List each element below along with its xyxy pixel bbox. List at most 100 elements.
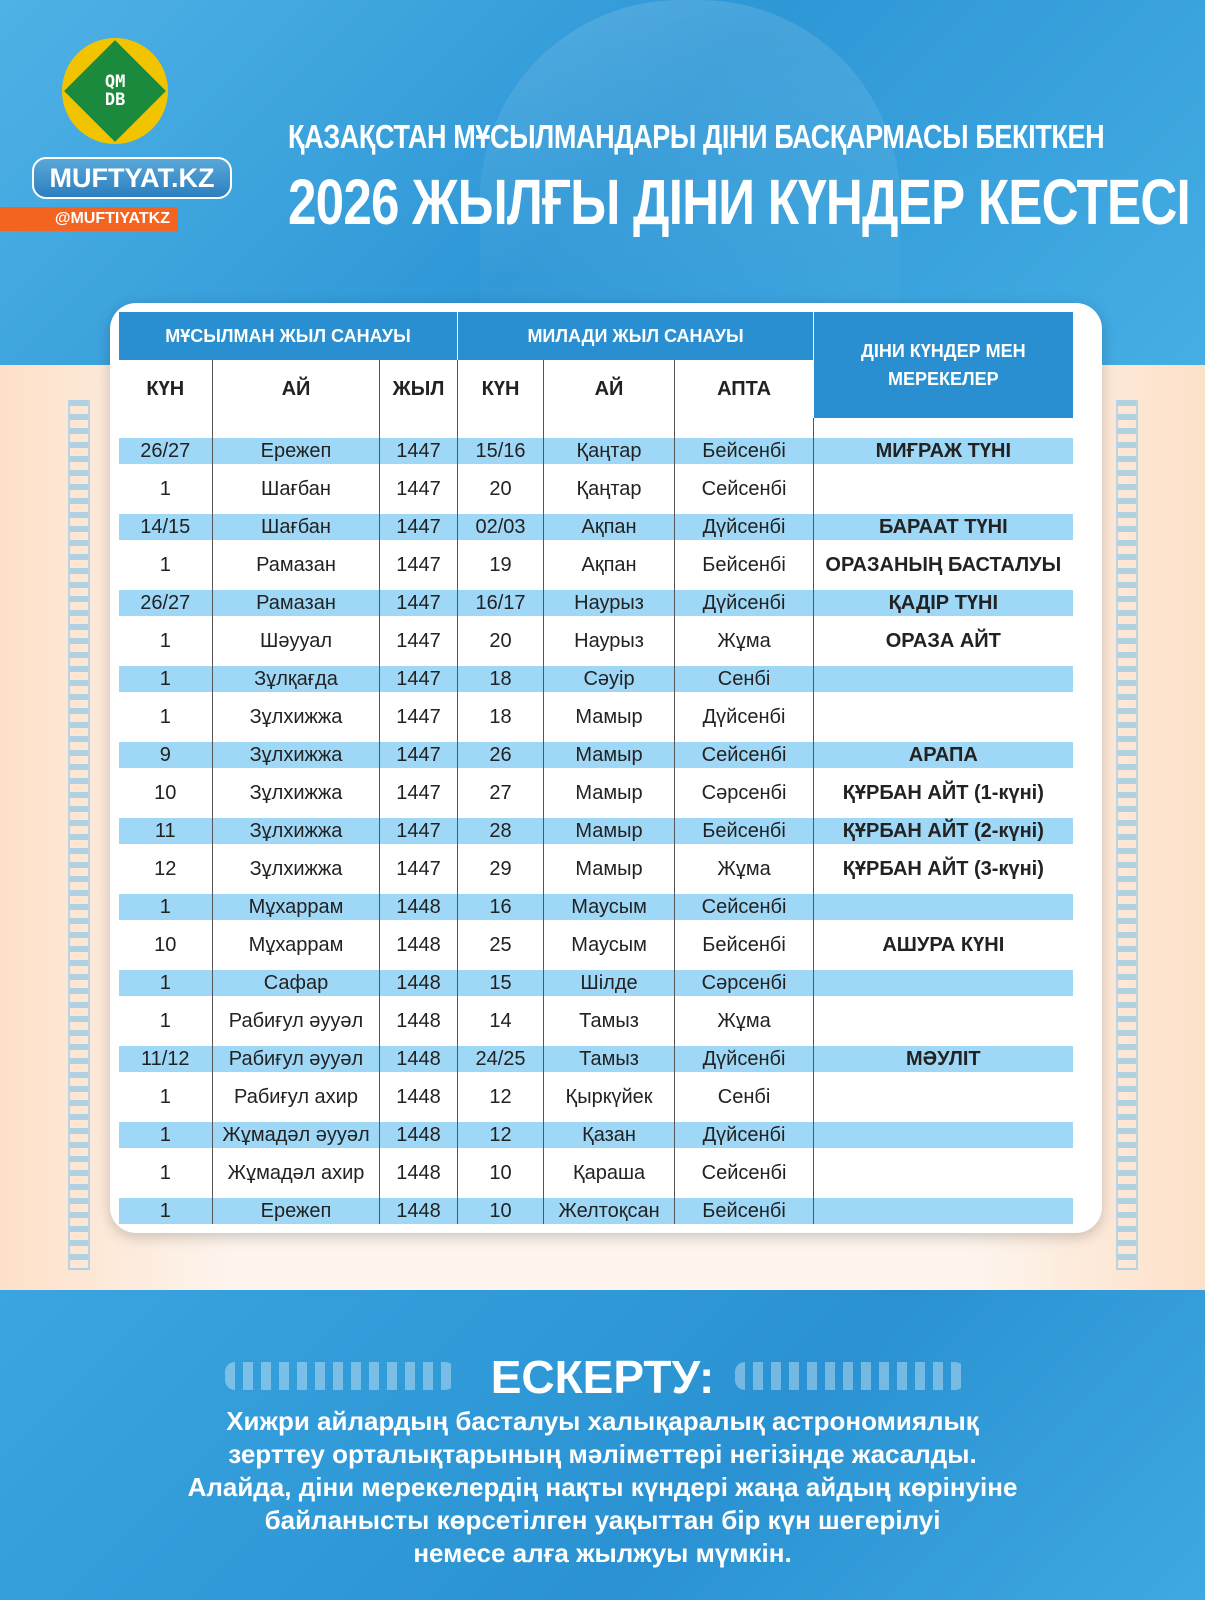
table-row: 9 Зұлхижжа 1447 26 Мамыр Сейсенбі АРАПА xyxy=(118,742,1073,768)
religious-days-table: МҰСЫЛМАН ЖЫЛ САНАУЫ МИЛАДИ ЖЫЛ САНАУЫ ДІ… xyxy=(117,312,1073,1224)
weekday-cell: Бейсенбі xyxy=(674,920,814,970)
hijri-year-cell: 1447 xyxy=(378,464,458,514)
hijri-month-cell: Рабиғул әууәл xyxy=(212,996,380,1046)
gregorian-month-cell: Мамыр xyxy=(543,692,675,742)
hijri-month-cell: Мұхаррам xyxy=(212,920,380,970)
gregorian-month-cell: Маусым xyxy=(543,894,675,920)
gregorian-month-cell: Қыркүйек xyxy=(543,1072,675,1122)
gregorian-day-cell: 27 xyxy=(457,768,544,818)
hijri-day-cell: 1 xyxy=(118,666,213,692)
note-line: немесе алға жылжуы мүмкін. xyxy=(413,1538,792,1568)
gregorian-month-cell: Наурыз xyxy=(543,616,675,666)
table-row: 1 Жұмадәл әууәл 1448 12 Қазан Дүйсенбі xyxy=(118,1122,1073,1148)
holiday-cell xyxy=(813,996,1073,1046)
hijri-month-cell: Рамазан xyxy=(212,590,380,616)
hijri-day-cell: 1 xyxy=(118,464,213,514)
table-row: 26/27 Ережеп 1447 15/16 Қаңтар Бейсенбі МИҒРАЖ… xyxy=(118,438,1073,464)
weekday-cell: Сейсенбі xyxy=(674,894,814,920)
weekday-cell: Сенбі xyxy=(674,1072,814,1122)
hijri-month-cell: Зұлқағда xyxy=(212,666,380,692)
group-header-gregorian: МИЛАДИ ЖЫЛ САНАУЫ xyxy=(457,312,814,360)
holiday-cell xyxy=(813,464,1073,514)
hijri-month-cell: Зұлхижжа xyxy=(212,818,380,844)
holiday-cell: ҚҰРБАН АЙТ (2-күні) xyxy=(813,818,1073,844)
gregorian-day-cell: 14 xyxy=(457,996,544,1046)
hijri-day-cell: 26/27 xyxy=(118,438,213,464)
hijri-year-cell: 1447 xyxy=(378,616,458,666)
table-row: 11/12 Рабиғул әууәл 1448 24/25 Тамыз Дүйсенбі… xyxy=(118,1046,1073,1072)
hijri-month-cell: Зұлхижжа xyxy=(212,742,380,768)
hijri-day-cell: 1 xyxy=(118,996,213,1046)
hijri-year-cell: 1447 xyxy=(378,666,458,692)
hijri-year-cell: 1448 xyxy=(378,1122,458,1148)
gregorian-day-cell: 20 xyxy=(457,464,544,514)
group-header-holidays: ДІНИ КҮНДЕР МЕН МЕРЕКЕЛЕР xyxy=(813,312,1073,418)
holiday-cell: БАРААТ ТҮНІ xyxy=(813,514,1073,540)
hijri-day-cell: 9 xyxy=(118,742,213,768)
hijri-year-cell: 1448 xyxy=(378,970,458,996)
table-row: 1 Шәууал 1447 20 Наурыз Жұма ОРАЗА АЙТ xyxy=(118,616,1073,666)
table-row: 1 Мұхаррам 1448 16 Маусым Сейсенбі xyxy=(118,894,1073,920)
hijri-year-cell: 1448 xyxy=(378,920,458,970)
hijri-month-cell: Шәууал xyxy=(212,616,380,666)
gregorian-day-cell: 16/17 xyxy=(457,590,544,616)
hijri-day-cell: 1 xyxy=(118,894,213,920)
gregorian-month-cell: Қаңтар xyxy=(543,438,675,464)
weekday-cell: Дүйсенбі xyxy=(674,1046,814,1072)
hijri-year-cell: 1448 xyxy=(378,1198,458,1224)
hijri-month-cell: Рабиғул ахир xyxy=(212,1072,380,1122)
page-title: 2026 ЖЫЛҒЫ ДІНИ КҮНДЕР КЕСТЕСІ xyxy=(288,166,1191,238)
hijri-month-cell: Ережеп xyxy=(212,1198,380,1224)
gregorian-month-cell: Наурыз xyxy=(543,590,675,616)
gregorian-day-cell: 20 xyxy=(457,616,544,666)
table-row: 1 Ережеп 1448 10 Желтоқсан Бейсенбі xyxy=(118,1198,1073,1224)
hijri-month-cell: Зұлхижжа xyxy=(212,844,380,894)
ornament-border-right xyxy=(1116,400,1138,1270)
column-header-month: АЙ xyxy=(212,360,380,418)
note-line: байланысты көрсетілген уақыттан бір күн … xyxy=(264,1505,941,1535)
weekday-cell: Дүйсенбі xyxy=(674,1122,814,1148)
gregorian-month-cell: Желтоқсан xyxy=(543,1198,675,1224)
hijri-year-cell: 1447 xyxy=(378,742,458,768)
website-badge[interactable]: MUFTYAT.KZ xyxy=(32,157,232,199)
gregorian-month-cell: Мамыр xyxy=(543,844,675,894)
note-line: Хижри айлардың басталуы халықаралық астр… xyxy=(226,1406,979,1436)
table-row: 1 Шағбан 1447 20 Қаңтар Сейсенбі xyxy=(118,464,1073,514)
table-row: 1 Рабиғул ахир 1448 12 Қыркүйек Сенбі xyxy=(118,1072,1073,1122)
hijri-month-cell: Шағбан xyxy=(212,464,380,514)
ornament-border-left xyxy=(68,400,90,1270)
gregorian-month-cell: Қаңтар xyxy=(543,464,675,514)
hijri-month-cell: Шағбан xyxy=(212,514,380,540)
weekday-cell: Бейсенбі xyxy=(674,1198,814,1224)
hijri-year-cell: 1448 xyxy=(378,894,458,920)
holiday-cell: ОРАЗА АЙТ xyxy=(813,616,1073,666)
note-background xyxy=(0,1290,1205,1600)
hijri-year-cell: 1448 xyxy=(378,1072,458,1122)
gregorian-day-cell: 26 xyxy=(457,742,544,768)
weekday-cell: Сенбі xyxy=(674,666,814,692)
weekday-cell: Дүйсенбі xyxy=(674,590,814,616)
table-row: 10 Зұлхижжа 1447 27 Мамыр Сәрсенбі ҚҰРБАН АЙТ … xyxy=(118,768,1073,818)
weekday-cell: Сәрсенбі xyxy=(674,970,814,996)
gregorian-day-cell: 28 xyxy=(457,818,544,844)
holiday-cell: АРАПА xyxy=(813,742,1073,768)
gregorian-day-cell: 10 xyxy=(457,1148,544,1198)
column-header-year: ЖЫЛ xyxy=(378,360,458,418)
hijri-day-cell: 1 xyxy=(118,1122,213,1148)
gregorian-day-cell: 29 xyxy=(457,844,544,894)
holiday-cell xyxy=(813,1122,1073,1148)
gregorian-day-cell: 12 xyxy=(457,1072,544,1122)
hijri-year-cell: 1447 xyxy=(378,768,458,818)
gregorian-day-cell: 02/03 xyxy=(457,514,544,540)
hijri-day-cell: 11 xyxy=(118,818,213,844)
hijri-year-cell: 1448 xyxy=(378,996,458,1046)
holiday-cell: ОРАЗАНЫҢ БАСТАЛУЫ xyxy=(813,540,1073,590)
holiday-cell xyxy=(813,894,1073,920)
weekday-cell: Бейсенбі xyxy=(674,818,814,844)
table-row: 11 Зұлхижжа 1447 28 Мамыр Бейсенбі ҚҰРБАН АЙТ … xyxy=(118,818,1073,844)
weekday-cell: Дүйсенбі xyxy=(674,514,814,540)
hijri-day-cell: 14/15 xyxy=(118,514,213,540)
hijri-day-cell: 11/12 xyxy=(118,1046,213,1072)
hijri-day-cell: 1 xyxy=(118,970,213,996)
social-handle: @MUFTIYATKZ xyxy=(0,207,178,231)
